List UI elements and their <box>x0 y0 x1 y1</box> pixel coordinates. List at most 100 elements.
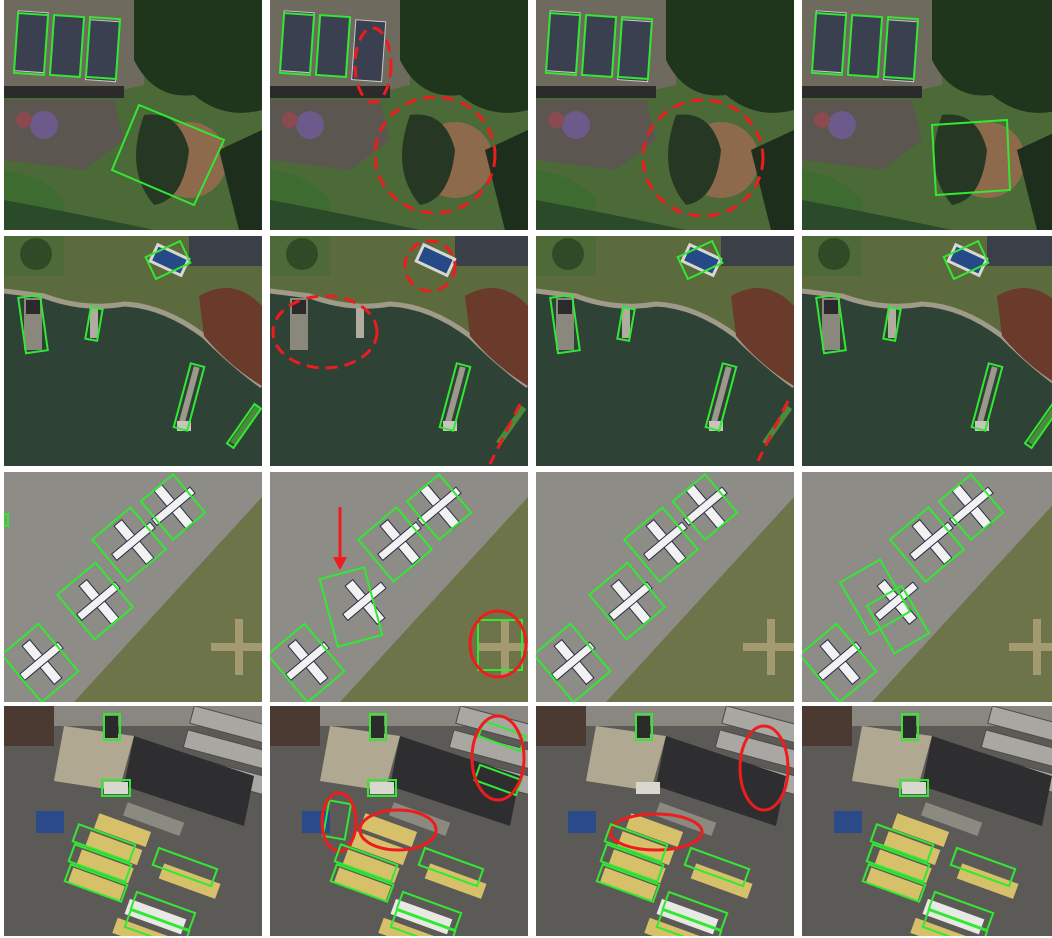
green-box <box>4 513 9 527</box>
green-box <box>369 713 387 741</box>
aerial-image <box>536 706 823 938</box>
green-box <box>882 306 902 342</box>
green-box <box>278 11 316 77</box>
green-box <box>4 622 80 702</box>
green-box <box>90 505 168 584</box>
image-cell <box>4 706 291 938</box>
green-box <box>599 843 665 883</box>
green-box <box>71 823 137 863</box>
green-box <box>473 763 523 797</box>
red-ellipse <box>738 724 790 812</box>
green-box <box>846 13 884 79</box>
green-box <box>172 362 206 432</box>
red-ellipse <box>608 812 704 852</box>
green-box <box>937 472 1005 542</box>
green-box <box>1023 402 1052 450</box>
green-box <box>321 799 353 841</box>
green-box <box>683 846 751 888</box>
green-box <box>103 713 121 741</box>
green-box <box>314 13 352 79</box>
green-box <box>55 561 135 641</box>
aerial-image <box>4 472 267 702</box>
image-cell <box>802 706 1052 938</box>
green-box <box>367 779 397 797</box>
green-box <box>356 505 434 584</box>
green-box <box>580 13 618 79</box>
green-box <box>802 622 878 702</box>
green-box <box>861 863 927 903</box>
green-box <box>438 362 472 432</box>
green-box <box>405 472 473 542</box>
green-box <box>63 863 129 903</box>
green-box <box>901 713 919 741</box>
image-cell <box>536 472 799 702</box>
aerial-image <box>802 472 1052 702</box>
green-box <box>930 118 1012 197</box>
green-box <box>151 846 219 888</box>
red-ellipse <box>373 95 497 215</box>
green-box <box>67 843 133 883</box>
green-box <box>84 306 104 342</box>
green-box <box>544 11 582 77</box>
green-box <box>865 843 931 883</box>
red-ellipse <box>271 294 379 370</box>
image-cell <box>270 472 533 702</box>
green-box <box>225 402 262 450</box>
green-box <box>815 293 847 355</box>
green-box <box>704 362 738 432</box>
image-cell <box>270 236 528 466</box>
green-box <box>676 239 724 281</box>
green-box <box>970 362 1004 432</box>
aerial-image <box>270 706 557 938</box>
red-ellipse <box>470 714 526 802</box>
image-cell <box>536 0 794 230</box>
image-cell <box>270 0 528 230</box>
green-box <box>417 846 485 888</box>
green-box <box>549 293 581 355</box>
green-box <box>810 11 848 77</box>
aerial-image <box>4 0 262 230</box>
green-box <box>123 908 191 936</box>
green-box <box>622 505 700 584</box>
green-box <box>587 561 667 641</box>
green-box <box>671 472 739 542</box>
green-box <box>882 15 920 81</box>
green-box <box>888 505 966 584</box>
image-cell <box>802 236 1052 466</box>
red-ellipse <box>468 609 528 679</box>
green-box <box>616 15 654 81</box>
green-box <box>333 843 399 883</box>
green-box <box>329 863 395 903</box>
green-box <box>110 103 226 207</box>
green-box <box>17 293 49 355</box>
aerial-image <box>802 706 1052 938</box>
green-box <box>12 11 50 77</box>
green-box <box>389 908 457 936</box>
green-box <box>477 619 523 671</box>
image-cell <box>4 236 262 466</box>
green-box <box>655 908 723 936</box>
green-box <box>101 779 131 797</box>
green-box <box>869 823 935 863</box>
red-mark <box>488 403 522 465</box>
aerial-image <box>270 472 533 702</box>
green-box <box>536 622 612 702</box>
image-cell <box>802 472 1052 702</box>
image-cell <box>4 0 262 230</box>
image-cell <box>270 706 557 938</box>
image-cell <box>4 472 267 702</box>
green-box <box>603 823 669 863</box>
image-cell <box>536 236 794 466</box>
green-box <box>865 584 931 655</box>
green-box <box>595 863 661 903</box>
red-arrow <box>333 557 347 570</box>
red-ellipse <box>358 808 438 852</box>
aerial-image <box>270 236 528 466</box>
aerial-image <box>802 0 1052 230</box>
aerial-image <box>4 706 291 938</box>
image-cell <box>802 0 1052 230</box>
green-box <box>838 558 912 636</box>
